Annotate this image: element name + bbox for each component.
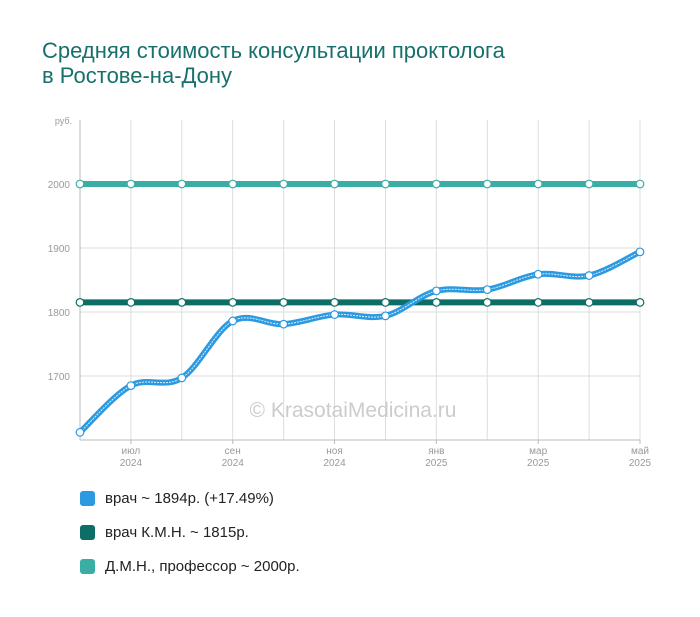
data-point-professor [228,179,238,189]
data-point-candidate [330,298,339,307]
legend-item-professor[interactable]: Д.М.Н., профессор ~ 2000р. [80,556,300,576]
x-tick-label-month: май [631,446,649,457]
data-point-candidate [177,298,187,307]
data-point-professor [584,179,594,189]
y-tick-label: 1700 [48,372,71,383]
legend-item-doctor[interactable]: врач ~ 1894р. (+17.49%) [80,488,300,508]
data-point-candidate [228,298,238,307]
data-point-professor [431,179,441,189]
x-tick-label-year: 2025 [527,458,550,469]
data-point-candidate [75,298,85,307]
chart-title-line2: в Ростове-на-Дону [42,63,233,88]
data-point-professor [279,179,289,189]
x-tick-label-month: мар [529,446,547,457]
legend: врач ~ 1894р. (+17.49%) врач К.М.Н. ~ 18… [80,488,300,590]
data-point-doctor [177,373,187,383]
data-point-doctor [279,319,289,329]
legend-item-candidate[interactable]: врач К.М.Н. ~ 1815р. [80,522,300,542]
data-point-doctor [584,271,594,280]
data-point-candidate [381,298,390,307]
data-point-doctor [381,311,390,321]
data-point-doctor [431,286,441,296]
data-point-doctor [228,316,238,326]
data-point-professor [635,179,645,189]
chart-title-line1: Средняя стоимость консультации проктолог… [42,38,505,63]
data-point-candidate [126,298,136,307]
x-tick-label-month: сен [225,446,241,457]
y-tick-label: 1800 [48,308,71,319]
data-point-doctor [126,381,136,391]
legend-label-professor: Д.М.Н., профессор ~ 2000р. [105,557,300,575]
chart-title: Средняя стоимость консультации проктолог… [42,38,662,88]
data-point-professor [482,179,492,189]
data-point-professor [533,179,543,189]
data-point-doctor [330,310,339,319]
data-point-candidate [431,298,441,307]
x-tick-label-month: июл [122,446,141,457]
data-point-doctor [75,427,85,437]
legend-swatch-doctor [80,490,95,506]
data-points [75,179,645,437]
data-point-candidate [482,298,492,307]
data-point-candidate [533,298,543,307]
data-point-doctor [533,269,543,279]
legend-label-doctor: врач ~ 1894р. (+17.49%) [105,489,274,507]
legend-label-candidate: врач К.М.Н. ~ 1815р. [105,523,249,541]
x-tick-label-year: 2025 [629,458,652,469]
data-point-professor [330,179,339,189]
x-tick-label-year: 2024 [120,458,143,469]
x-tick-label-year: 2024 [323,458,346,469]
y-axis-unit: руб. [55,116,72,126]
x-tick-label-month: ноя [326,446,343,457]
legend-swatch-candidate [80,524,95,540]
legend-swatch-professor [80,558,95,574]
y-tick-label: 2000 [48,180,71,191]
data-point-candidate [279,298,289,307]
watermark-text: © KrasotaiMedicina.ru [250,399,457,422]
series [77,181,643,436]
data-point-professor [381,179,390,189]
x-tick-label-month: янв [428,446,444,457]
y-tick-label: 1900 [48,244,71,255]
x-tick-label-year: 2024 [222,458,245,469]
data-point-candidate [584,298,594,307]
x-tick-label-year: 2025 [425,458,448,469]
data-point-doctor [482,285,492,295]
data-point-professor [126,179,136,189]
data-point-professor [75,179,85,189]
data-point-doctor [635,247,645,257]
data-point-professor [177,179,187,189]
data-point-candidate [635,298,645,307]
